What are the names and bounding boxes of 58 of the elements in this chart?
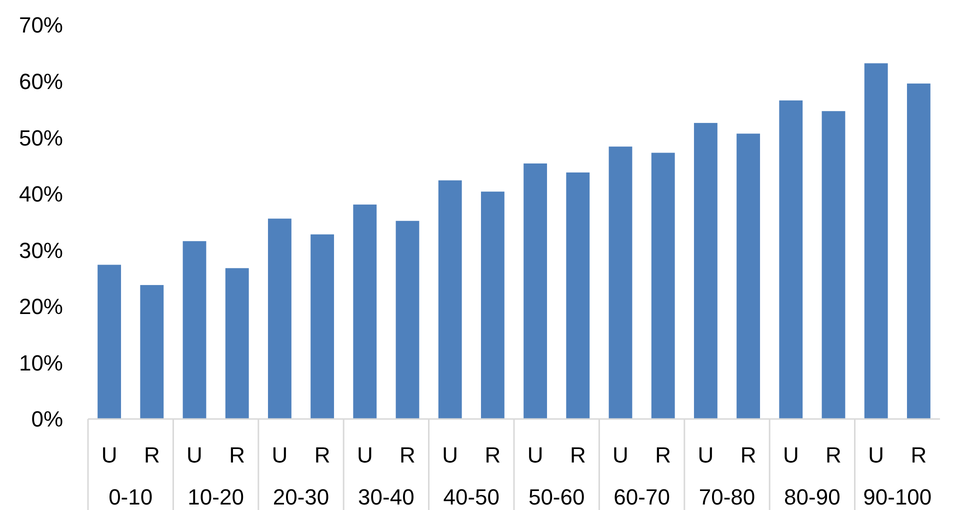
x-tick-label: U — [442, 442, 458, 468]
bar — [779, 100, 803, 419]
y-tick-label: 40% — [18, 182, 63, 207]
y-tick-label: 0% — [31, 406, 63, 432]
x-tick-label: R — [229, 442, 246, 468]
y-tick-label: 10% — [18, 350, 63, 376]
bar — [694, 122, 718, 419]
bar — [140, 285, 164, 419]
bar — [225, 268, 249, 419]
x-tick-label: R — [826, 442, 842, 468]
bar — [480, 192, 504, 419]
bar — [608, 146, 632, 419]
x-tick-label: U — [868, 442, 884, 468]
y-tick-label: 70% — [18, 12, 63, 38]
text: 80-90 — [784, 484, 840, 510]
x-tick-label: R — [655, 442, 672, 468]
y-tick-label: 50% — [18, 125, 63, 150]
x-tick-label: U — [356, 442, 373, 468]
y-tick-label: 60% — [18, 68, 63, 94]
x-tick-label: U — [101, 442, 118, 468]
bar — [396, 220, 420, 419]
bar — [182, 241, 206, 419]
x-tick-label: R — [400, 442, 416, 468]
bar — [98, 264, 122, 419]
text: 60-70 — [614, 484, 670, 510]
text: 50-60 — [528, 484, 585, 510]
x-tick-label: U — [612, 442, 628, 468]
text: 0-10 — [108, 484, 153, 510]
x-tick-label: U — [698, 442, 714, 468]
bar — [566, 172, 590, 419]
bar — [651, 152, 675, 419]
y-tick-label: 20% — [18, 294, 63, 320]
x-tick-label: R — [484, 442, 501, 468]
bar — [353, 204, 377, 419]
bar — [864, 63, 888, 419]
x-tick-label: U — [272, 442, 288, 468]
x-tick-label: R — [144, 442, 160, 468]
text: 70-80 — [698, 484, 756, 510]
text: 30-40 — [358, 484, 414, 510]
bar — [906, 84, 930, 419]
x-tick-label: U — [527, 442, 544, 468]
text: 20-30 — [272, 484, 330, 510]
bar — [438, 180, 462, 419]
x-tick-label: R — [314, 442, 330, 468]
bar — [524, 163, 548, 419]
x-tick-label: U — [186, 442, 202, 468]
text: 10-20 — [188, 484, 244, 510]
x-tick-label: R — [570, 442, 586, 468]
y-tick-label: 30% — [18, 238, 63, 263]
bar — [736, 134, 760, 419]
text: 40-50 — [443, 484, 500, 510]
x-tick-label: U — [782, 442, 799, 468]
bar — [310, 234, 334, 419]
x-tick-label: R — [910, 442, 927, 468]
text: 90-100 — [863, 484, 932, 510]
bar — [822, 111, 846, 419]
bar — [268, 218, 292, 419]
x-tick-label: R — [740, 442, 756, 468]
